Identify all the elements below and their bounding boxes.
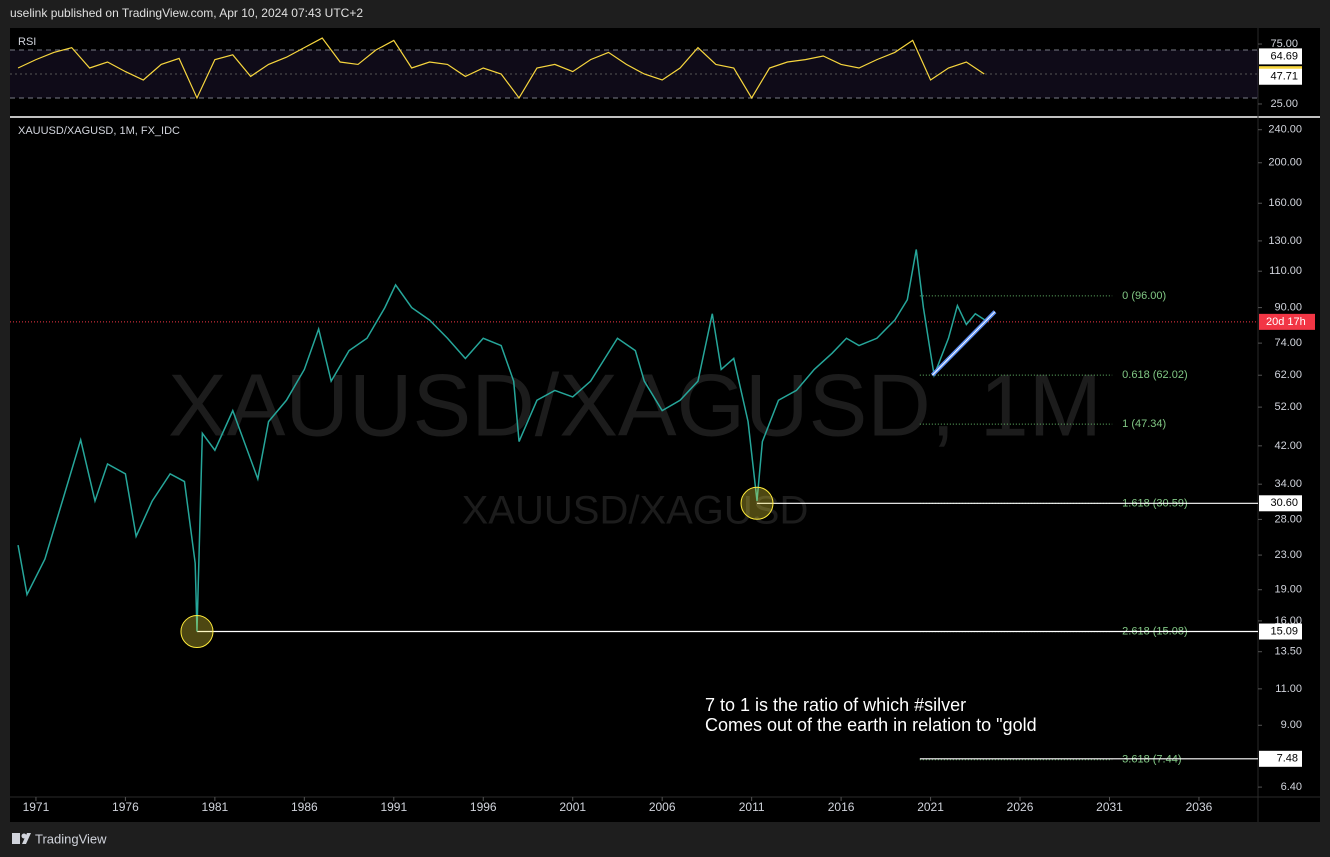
y-tick-label: 74.00 [1274, 337, 1302, 349]
countdown-label: 20d 17h [1266, 316, 1306, 328]
y-tick-label: 11.00 [1275, 683, 1302, 695]
price-tag [1259, 623, 1302, 640]
price-tag [1259, 495, 1302, 512]
annotation: 7 to 1 is the ratio of which #silver [705, 695, 966, 715]
y-tick-label: 23.00 [1274, 549, 1302, 561]
price-tag-label: 30.60 [1270, 497, 1298, 509]
x-tick-label: 1981 [202, 800, 229, 814]
footer-brand: TradingView [35, 831, 107, 846]
logo [12, 833, 31, 844]
x-tick-label: 2026 [1007, 800, 1034, 814]
highlight [740, 486, 774, 520]
y-tick-label: 52.00 [1274, 401, 1302, 413]
x-tick-label: 2016 [828, 800, 855, 814]
y-tick-label: 6.40 [1281, 781, 1302, 793]
x-tick-label: 1986 [291, 800, 318, 814]
x-tick-label: 1971 [23, 800, 50, 814]
fib-label: 0.618 (62.02) [1122, 369, 1187, 381]
y-tick-label: 200.00 [1268, 157, 1302, 169]
y-tick-label: 9.00 [1281, 719, 1302, 731]
x-tick-label: 2036 [1186, 800, 1213, 814]
header: uselink published on TradingView.com, Ap… [10, 6, 363, 20]
y-tick-label: 19.00 [1274, 584, 1302, 596]
fib-label: 1 (47.34) [1122, 418, 1166, 430]
chart-area [10, 28, 1320, 822]
y-tick-label: 62.00 [1274, 369, 1302, 381]
pane-title: RSI [18, 36, 36, 48]
price-tag [1259, 48, 1302, 65]
x-tick-label: 2021 [917, 800, 944, 814]
watermark-sub: XAUUSD/XAGUSD [462, 489, 809, 533]
x-tick-label: 1996 [470, 800, 497, 814]
y-tick-label: 13.50 [1274, 646, 1302, 658]
y-tick-label: 130.00 [1268, 235, 1302, 247]
y-tick-label: 90.00 [1274, 302, 1302, 314]
y-tick-label: 240.00 [1268, 124, 1302, 136]
price-line [17, 249, 989, 632]
highlight [180, 615, 214, 649]
x-tick-label: 2001 [559, 800, 586, 814]
y-tick-label: 25.00 [1270, 98, 1298, 110]
price-tag-label: 15.09 [1270, 625, 1298, 637]
price-tag-label: 7.48 [1277, 753, 1298, 765]
price-tag [1259, 750, 1302, 767]
trendline-core [932, 311, 996, 376]
watermark: XAUUSD/XAGUSD, 1M [168, 355, 1102, 454]
x-tick-label: 1991 [380, 800, 407, 814]
fib-label: 3.618 (7.44) [1122, 754, 1181, 766]
fib-label: 0 (96.00) [1122, 290, 1166, 302]
rsi-line [17, 37, 985, 100]
countdown-tag [1259, 313, 1315, 330]
x-tick-label: 2031 [1096, 800, 1123, 814]
x-tick-label: 2011 [739, 800, 765, 814]
x-tick-label: 2006 [649, 800, 676, 814]
y-tick-label: 75.00 [1270, 38, 1298, 50]
pane-title: XAUUSD/XAGUSD, 1M, FX_IDC [18, 125, 180, 137]
annotation: Comes out of the earth in relation to "g… [705, 715, 1037, 735]
x-tick-label: 1976 [112, 800, 139, 814]
y-tick-label: 160.00 [1268, 197, 1302, 209]
price-tag [1259, 68, 1302, 85]
y-tick-label: 34.00 [1274, 478, 1302, 490]
y-tick-label: 42.00 [1274, 440, 1302, 452]
price-tag-label: 64.69 [1270, 50, 1298, 62]
y-tick-label: 110.00 [1269, 265, 1302, 277]
price-tag-label: 47.71 [1270, 71, 1298, 83]
y-tick-label: 28.00 [1274, 513, 1302, 525]
